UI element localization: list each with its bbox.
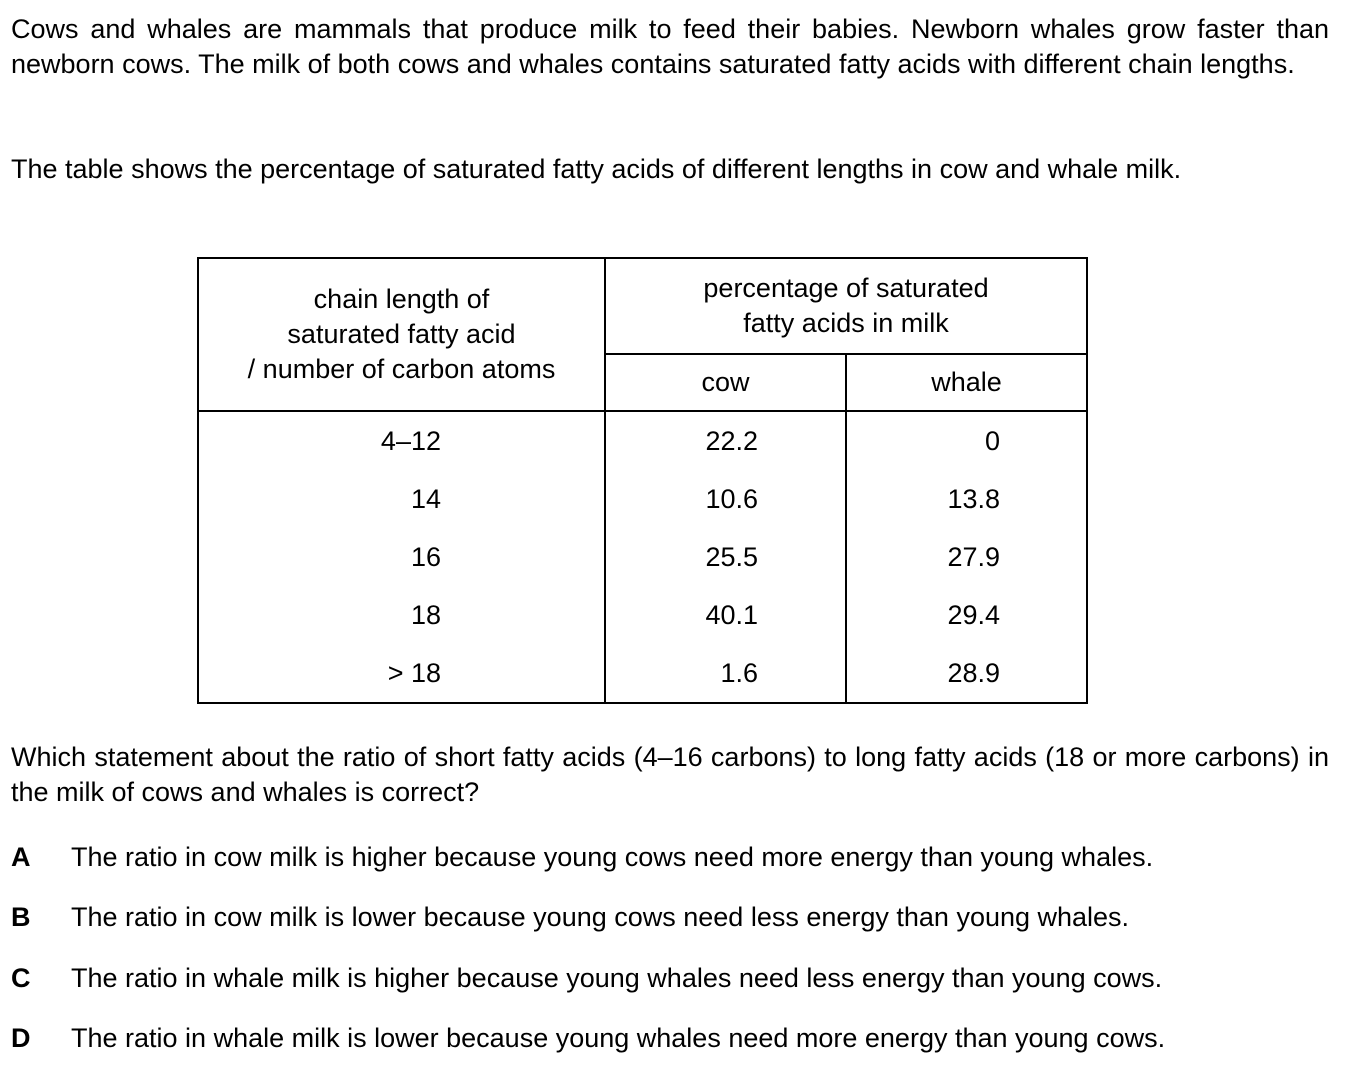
option-letter: B: [11, 902, 31, 932]
option-letter: C: [11, 963, 31, 993]
header-cow: cow: [604, 353, 847, 412]
header-whale: whale: [844, 353, 1089, 412]
table-row: 18 40.1 29.4: [197, 586, 1089, 644]
option-text: The ratio in whale milk is higher becaus…: [71, 963, 1163, 993]
table-intro-paragraph: The table shows the percentage of satura…: [11, 154, 1182, 184]
option-c[interactable]: C The ratio in whale milk is higher becau…: [11, 961, 1162, 996]
chain-cell: 4–12: [380, 425, 441, 456]
header-percentage: percentage of saturated fatty acids in m…: [603, 257, 1089, 355]
option-letter: D: [11, 1023, 31, 1053]
header-pct-line2: fatty acids in milk: [743, 308, 949, 338]
intro-paragraph: Cows and whales are mammals that produce…: [11, 14, 1329, 79]
chain-cell: 18: [410, 599, 441, 630]
whale-cell: 27.9: [947, 541, 1000, 572]
whale-cell: 28.9: [947, 657, 1000, 688]
header-chain-line2: saturated fatty acid: [287, 319, 516, 349]
cow-cell: 10.6: [705, 483, 758, 514]
whale-cell: 29.4: [947, 599, 1000, 630]
option-b[interactable]: B The ratio in cow milk is lower because …: [11, 900, 1129, 935]
header-chain-length: chain length of saturated fatty acid / n…: [197, 257, 606, 412]
table-row: > 18 1.6 28.9: [197, 644, 1089, 704]
chain-cell: > 18: [387, 657, 441, 688]
cow-cell: 22.2: [705, 425, 758, 456]
option-d[interactable]: D The ratio in whale milk is lower becaus…: [11, 1021, 1165, 1056]
table-row: 4–12 22.2 0: [197, 411, 1089, 470]
chain-cell: 16: [410, 541, 441, 572]
whale-cell: 0: [984, 425, 1000, 456]
option-text: The ratio in cow milk is lower because y…: [71, 902, 1130, 932]
cow-cell: 40.1: [705, 599, 758, 630]
table-row: 14 10.6 13.8: [197, 470, 1089, 528]
question-text: Which statement about the ratio of short…: [11, 742, 1329, 807]
option-a[interactable]: A The ratio in cow milk is higher because…: [11, 840, 1153, 875]
option-text: The ratio in cow milk is higher because …: [71, 842, 1154, 872]
cow-cell: 1.6: [720, 657, 758, 688]
cow-cell: 25.5: [705, 541, 758, 572]
whale-cell: 13.8: [947, 483, 1000, 514]
header-pct-line1: percentage of saturated: [703, 273, 989, 303]
chain-cell: 14: [410, 483, 441, 514]
table-row: 16 25.5 27.9: [197, 528, 1089, 586]
fatty-acid-table: chain length of saturated fatty acid / n…: [197, 257, 1089, 704]
header-chain-line1: chain length of: [313, 284, 490, 314]
option-text: The ratio in whale milk is lower because…: [71, 1023, 1166, 1053]
option-letter: A: [11, 842, 31, 872]
header-chain-line3: / number of carbon atoms: [247, 354, 556, 384]
